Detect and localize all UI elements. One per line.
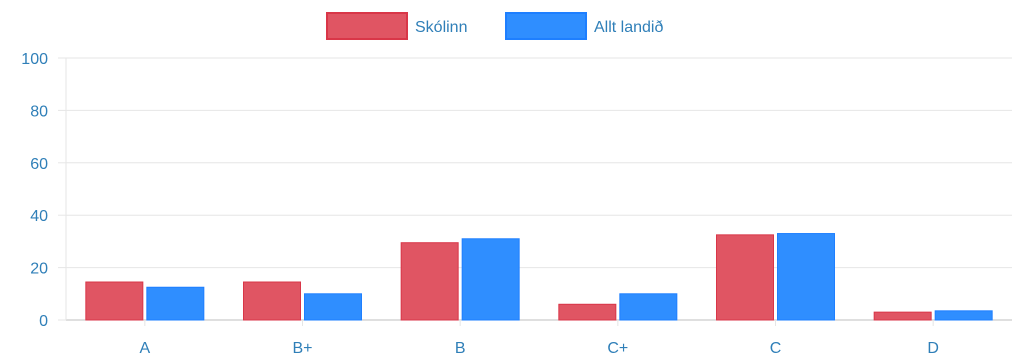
x-tick-label: B: [455, 340, 466, 357]
bar-allt-landid-5[interactable]: [934, 310, 993, 321]
y-tick-label: 20: [30, 261, 48, 278]
x-tick-label: D: [927, 340, 939, 357]
bar-skolinn-0[interactable]: [85, 281, 144, 321]
legend-swatch: [505, 12, 587, 40]
y-tick-label: 100: [21, 51, 48, 68]
legend-item-allt-landid[interactable]: Allt landið: [505, 12, 663, 40]
grid-lines: [66, 57, 1012, 321]
legend-item-skolinn[interactable]: Skólinn: [326, 12, 467, 40]
y-tick-label: 60: [30, 156, 48, 173]
bar-skolinn-5[interactable]: [873, 311, 932, 321]
legend-label: Allt landið: [594, 19, 663, 36]
bar-allt-landid-1[interactable]: [304, 293, 362, 321]
x-tick-label: C: [770, 340, 782, 357]
bar-allt-landid-4[interactable]: [777, 233, 835, 321]
x-tick-label: A: [139, 340, 150, 357]
legend-swatch: [326, 12, 408, 40]
bar-skolinn-4[interactable]: [716, 234, 774, 321]
x-tick-label: C+: [607, 340, 628, 357]
bar-skolinn-3[interactable]: [558, 303, 617, 321]
x-tick-label: B+: [292, 340, 312, 357]
bar-skolinn-2[interactable]: [400, 242, 459, 321]
bars: [85, 233, 993, 321]
y-axis: 0 20 40 60 80 100: [21, 51, 67, 330]
bar-allt-landid-2[interactable]: [461, 238, 520, 321]
y-tick-label: 40: [30, 208, 48, 225]
legend[interactable]: Skólinn Allt landið: [326, 12, 663, 40]
legend-label: Skólinn: [415, 19, 467, 36]
bar-allt-landid-3[interactable]: [619, 293, 678, 321]
y-tick-label: 80: [30, 103, 48, 120]
bar-allt-landid-0[interactable]: [146, 286, 205, 321]
y-tick-label: 0: [39, 313, 48, 330]
x-axis: A B+ B C+ C D: [139, 320, 939, 357]
bar-skolinn-1[interactable]: [243, 281, 301, 321]
